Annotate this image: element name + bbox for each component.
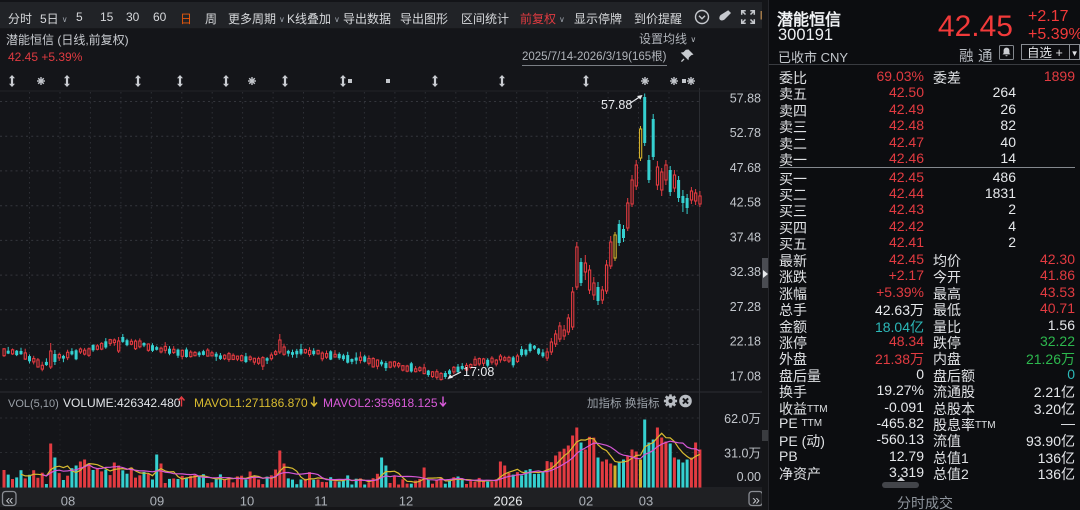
svg-text:37.48: 37.48 [730,230,761,244]
svg-text:32.38: 32.38 [730,265,761,279]
svg-text:17:08: 17:08 [463,365,494,379]
svg-text:22.18: 22.18 [730,335,761,349]
svg-text:«: « [6,492,14,508]
svg-text:换指标: 换指标 [625,396,660,410]
svg-text:27.28: 27.28 [730,300,761,314]
svg-text:02: 02 [579,494,593,509]
svg-text:MAVOL2:359618.125: MAVOL2:359618.125 [323,396,438,410]
svg-text:0.00: 0.00 [737,470,761,484]
svg-text:MAVOL1:271186.870: MAVOL1:271186.870 [194,396,308,410]
svg-text:VOL(5,10): VOL(5,10) [8,398,59,410]
svg-text:62.0万: 62.0万 [724,412,761,426]
svg-text:加指标: 加指标 [587,396,622,410]
svg-text:»: » [752,492,760,508]
svg-text:12: 12 [399,494,413,509]
svg-text:10: 10 [240,494,254,509]
svg-text:42.58: 42.58 [730,196,761,210]
svg-text:2026: 2026 [494,494,523,509]
svg-text:17.08: 17.08 [730,369,761,383]
svg-text:31.0万: 31.0万 [724,447,761,461]
svg-text:09: 09 [150,494,164,509]
svg-text:52.78: 52.78 [730,126,761,140]
svg-text:VOLUME:426342.480: VOLUME:426342.480 [63,396,181,410]
svg-text:47.68: 47.68 [730,161,761,175]
svg-text:08: 08 [61,494,75,509]
svg-text:57.88: 57.88 [601,98,632,112]
svg-text:03: 03 [639,494,653,509]
svg-text:57.88: 57.88 [730,92,761,106]
svg-text:11: 11 [314,494,328,509]
